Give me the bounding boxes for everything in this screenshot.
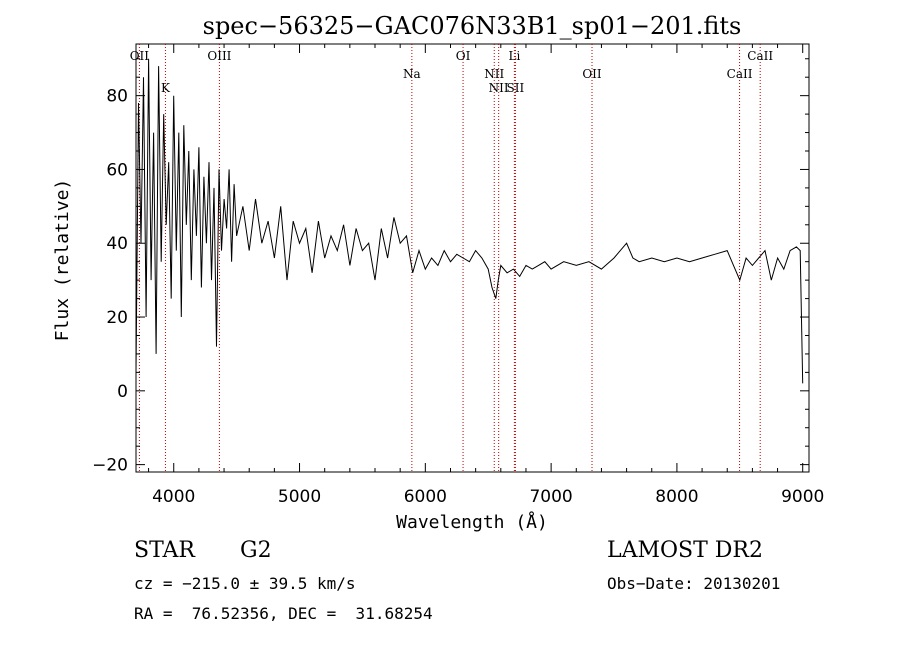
x-axis-label: Wavelength (Å) bbox=[396, 511, 548, 533]
marker-label: OI bbox=[456, 49, 471, 63]
plot-frame bbox=[135, 43, 810, 473]
marker-label: NII bbox=[484, 67, 504, 81]
y-axis-label: Flux (relative) bbox=[52, 179, 73, 342]
x-tick-label: 9000 bbox=[781, 487, 824, 507]
marker-label: SII bbox=[507, 81, 525, 95]
chart-title: spec−56325−GAC076N33B1_sp01−201.fits bbox=[203, 12, 742, 40]
x-tick-label: 5000 bbox=[278, 487, 321, 507]
marker-label: OII bbox=[130, 49, 150, 63]
marker-label: OII bbox=[582, 67, 602, 81]
object-subclass: G2 bbox=[240, 538, 272, 563]
y-tick-label: 60 bbox=[106, 160, 128, 180]
redshift-info: cz = −215.0 ± 39.5 km/s bbox=[134, 574, 356, 593]
y-tick-label: 80 bbox=[106, 87, 128, 107]
x-tick-label: 4000 bbox=[152, 487, 195, 507]
marker-label: NII bbox=[489, 81, 509, 95]
x-tick-label: 7000 bbox=[529, 487, 572, 507]
marker-label: K bbox=[161, 81, 171, 95]
marker-label: Na bbox=[403, 67, 421, 81]
coordinates-info: RA = 76.52356, DEC = 31.68254 bbox=[134, 604, 433, 623]
survey-name: LAMOST DR2 bbox=[607, 538, 763, 563]
marker-label: CaII bbox=[727, 67, 753, 81]
y-tick-label: 40 bbox=[106, 234, 128, 254]
x-tick-label: 6000 bbox=[404, 487, 447, 507]
y-tick-label: −20 bbox=[92, 456, 128, 476]
marker-label: CaII bbox=[747, 49, 773, 63]
axis-ticks: 4000 5000 6000 7000 8000 9000 −20 0 20 40 60 80 bbox=[92, 44, 824, 507]
y-tick-label: 20 bbox=[106, 308, 128, 328]
marker-label: OIII bbox=[207, 49, 231, 63]
marker-label: Li bbox=[508, 49, 520, 63]
obs-date-info: Obs−Date: 20130201 bbox=[607, 574, 781, 593]
x-tick-label: 8000 bbox=[655, 487, 698, 507]
y-tick-label: 0 bbox=[117, 382, 128, 402]
spectrum-series-line bbox=[135, 58, 804, 384]
object-class: STAR bbox=[134, 538, 195, 563]
